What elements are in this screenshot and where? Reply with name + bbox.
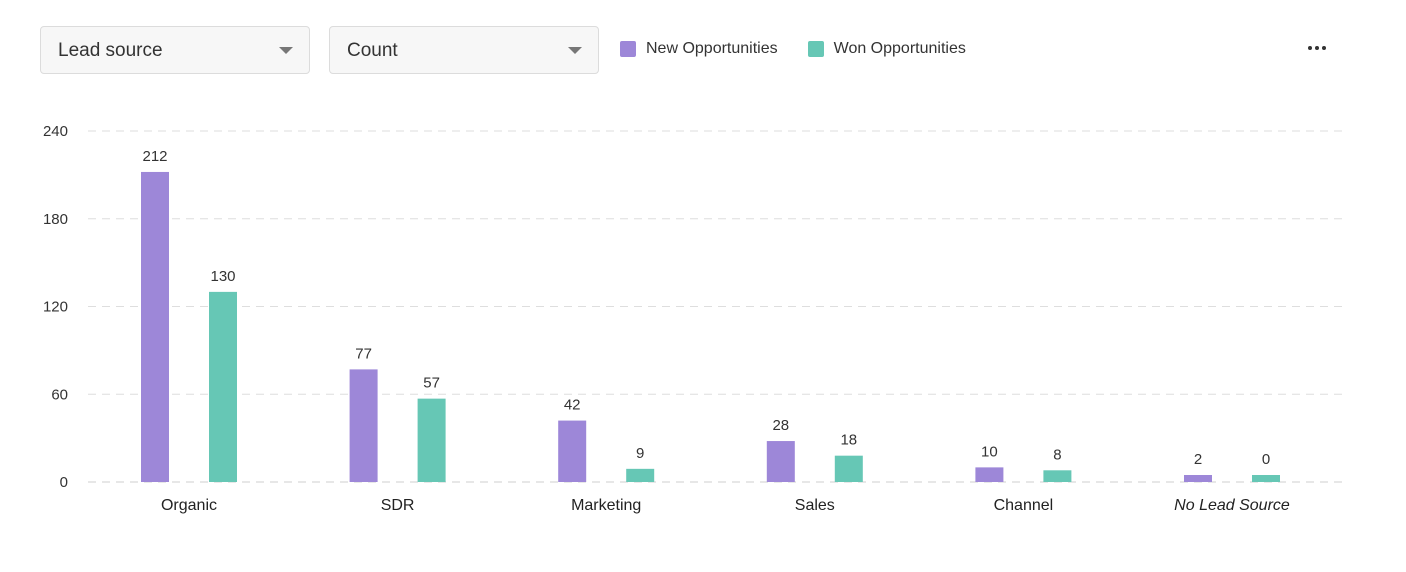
x-axis: Organic SDR Marketing Sales Channel No Lead S… — [161, 497, 1290, 514]
data-label: 2 — [1194, 451, 1202, 468]
bar[interactable] — [1184, 475, 1212, 482]
data-label: 8 — [1053, 446, 1061, 463]
data-label: 18 — [840, 432, 857, 449]
legend-swatch — [807, 41, 824, 57]
data-label: 212 — [142, 148, 167, 165]
y-tick-label: 60 — [51, 386, 68, 403]
data-label: 0 — [1262, 451, 1270, 468]
data-label: 10 — [981, 443, 998, 460]
x-tick-label: Sales — [795, 497, 835, 514]
more-options-button[interactable] — [1300, 36, 1334, 60]
more-dot — [1322, 46, 1326, 50]
y-tick-label: 180 — [43, 211, 68, 228]
grid-layer — [88, 130, 1342, 483]
data-label: 28 — [772, 417, 789, 434]
more-dot — [1308, 46, 1312, 50]
data-label: 9 — [636, 445, 644, 462]
data-label: 57 — [423, 375, 440, 392]
data-labels-layer: 212 130 77 57 42 9 28 18 10 8 2 0 — [142, 148, 1270, 468]
legend-label: Won Opportunities — [833, 40, 966, 57]
bar[interactable] — [417, 398, 446, 482]
bar[interactable] — [766, 441, 795, 482]
legend-item-new-opportunities[interactable]: New Opportunities — [620, 40, 778, 58]
y-tick-label: 240 — [43, 123, 68, 140]
x-tick-label: SDR — [381, 497, 415, 514]
legend-item-won-opportunities[interactable]: Won Opportunities — [807, 40, 966, 58]
bar[interactable] — [1043, 470, 1072, 482]
group-by-value: Lead source — [58, 40, 163, 61]
x-tick-label: No Lead Source — [1174, 497, 1290, 514]
bar[interactable] — [1252, 475, 1280, 482]
bars-layer — [141, 171, 1280, 482]
bar[interactable] — [834, 455, 863, 482]
y-tick-label: 0 — [60, 474, 68, 491]
bar[interactable] — [626, 468, 655, 482]
bar[interactable] — [558, 420, 587, 482]
data-label: 42 — [564, 397, 581, 414]
y-axis: 0 60 120 180 240 — [43, 123, 68, 491]
chevron-down-icon — [568, 47, 582, 54]
bar[interactable] — [209, 291, 237, 482]
chevron-down-icon — [279, 47, 293, 54]
data-label: 77 — [355, 345, 372, 362]
measure-value: Count — [347, 40, 398, 61]
bar[interactable] — [141, 171, 169, 482]
legend-label: New Opportunities — [646, 40, 778, 57]
bar[interactable] — [349, 369, 378, 482]
legend-swatch — [620, 41, 636, 57]
x-tick-label: Marketing — [571, 497, 641, 514]
more-dot — [1315, 46, 1319, 50]
x-tick-label: Organic — [161, 497, 217, 514]
group-by-dropdown[interactable]: Lead source — [40, 26, 310, 74]
x-tick-label: Channel — [994, 497, 1054, 514]
measure-dropdown[interactable]: Count — [329, 26, 599, 74]
y-tick-label: 120 — [43, 299, 68, 316]
bar[interactable] — [975, 467, 1004, 482]
chart-legend: New Opportunities Won Opportunities — [620, 40, 996, 58]
data-label: 130 — [210, 268, 235, 285]
